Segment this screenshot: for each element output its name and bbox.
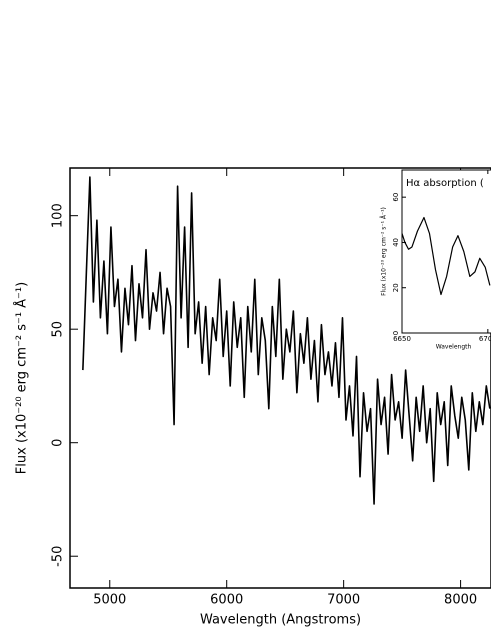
x-tick-label: 6000 [210,593,243,608]
plot-frame [401,169,491,334]
y-tick-label: 50 [51,321,66,338]
y-axis-label: Flux (x10⁻²⁰ erg cm⁻² s⁻¹ Å⁻¹) [14,282,30,474]
spectrum-line [82,176,491,505]
y-tick-label: 0 [392,331,400,335]
y-tick-label: 100 [51,203,66,228]
y-tick-label: 40 [392,238,400,247]
y-tick-label: 20 [392,283,400,292]
x-axis-label: Wavelength (Angstroms) [200,613,361,628]
x-axis-label: Wavelength [436,344,472,351]
y-axis-label: Flux (x10⁻²⁰ erg cm⁻² s⁻¹ Å⁻¹) [381,207,388,296]
x-tick-label: 8000 [444,593,477,608]
inset-title: Hα absorption ( [406,178,484,189]
spectrum-line [402,216,491,296]
y-tick-label: 0 [51,439,66,447]
y-tick-label: 60 [392,193,400,202]
y-tick-label: -50 [51,546,66,567]
x-tick-label: 7000 [327,593,360,608]
x-tick-label: 6650 [393,335,411,343]
x-tick-label: 5000 [93,593,126,608]
